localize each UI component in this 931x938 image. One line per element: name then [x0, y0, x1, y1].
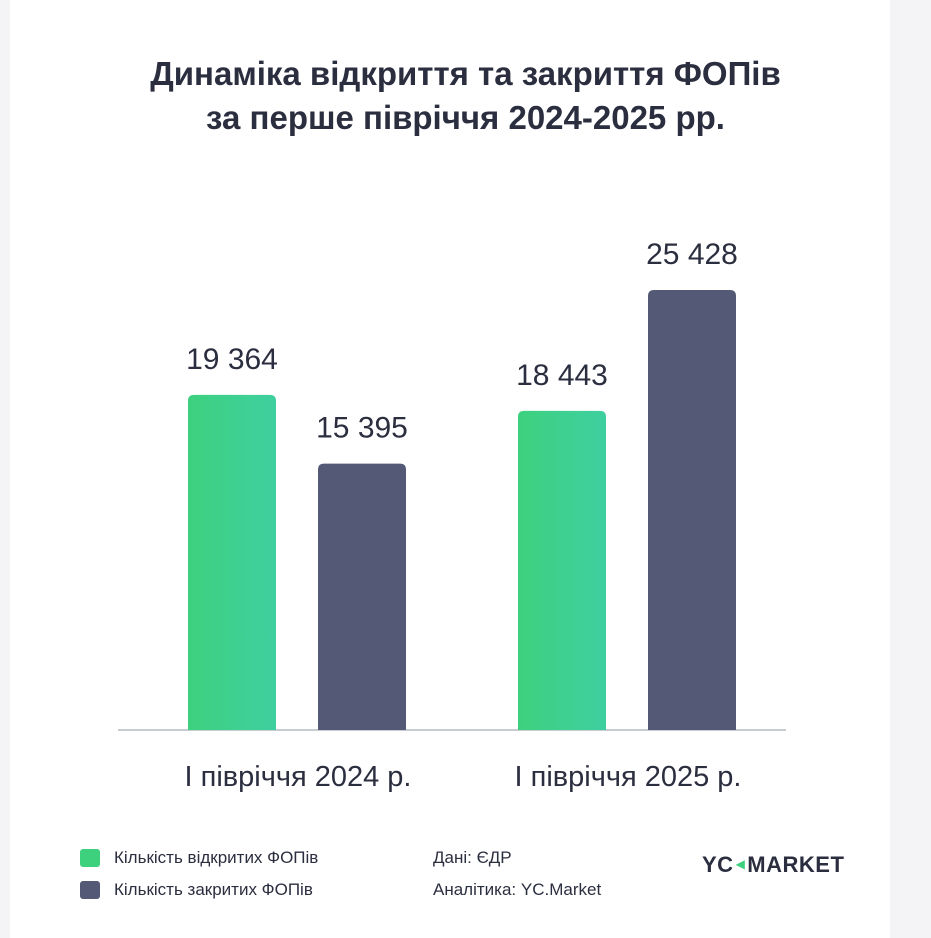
logo-arrow-icon: ◀ — [735, 857, 746, 871]
data-source: Дані: ЄДР Аналітика: YC.Market — [433, 842, 601, 906]
logo-text-right: MARKET — [747, 852, 845, 877]
value-label-opened-2: 18 443 — [516, 359, 608, 392]
yc-market-logo: YC ◀MARKET — [702, 852, 844, 878]
bar-closed-1 — [318, 463, 406, 730]
chart-title: Динаміка відкриття та закриття ФОПів за … — [0, 52, 931, 140]
chart-title-line-2: за перше півріччя 2024-2025 рр. — [206, 99, 725, 136]
legend-label-opened: Кількість відкритих ФОПів — [114, 848, 319, 867]
bar-opened-1 — [188, 394, 276, 730]
bar-opened-2 — [518, 410, 606, 730]
legend-item-opened: Кількість відкритих ФОПів — [80, 842, 318, 874]
value-label-opened-1: 19 364 — [186, 343, 278, 376]
value-label-closed-2: 25 428 — [646, 238, 738, 271]
legend-swatch-closed — [80, 881, 100, 899]
value-label-closed-1: 15 395 — [316, 412, 408, 445]
chart-title-line-1: Динаміка відкриття та закриття ФОПів — [150, 55, 781, 92]
category-label-1: І півріччя 2024 р. — [185, 761, 412, 793]
analytics-text: Аналітика: YC.Market — [433, 880, 602, 899]
legend-item-closed: Кількість закритих ФОПів — [80, 874, 318, 906]
category-label-2: І півріччя 2025 р. — [515, 761, 742, 793]
legend-swatch-opened — [80, 849, 100, 867]
bar-chart: 19 364 15 395 І півріччя 2024 р. 18 443 25 4… — [118, 238, 786, 793]
logo-text-left: YC — [702, 852, 734, 877]
source-text: Дані: ЄДР — [433, 848, 512, 867]
bar-closed-2 — [648, 290, 736, 730]
chart-card — [10, 0, 890, 938]
legend-label-closed: Кількість закритих ФОПів — [114, 880, 313, 899]
legend: Кількість відкритих ФОПів Кількість закр… — [80, 842, 318, 906]
